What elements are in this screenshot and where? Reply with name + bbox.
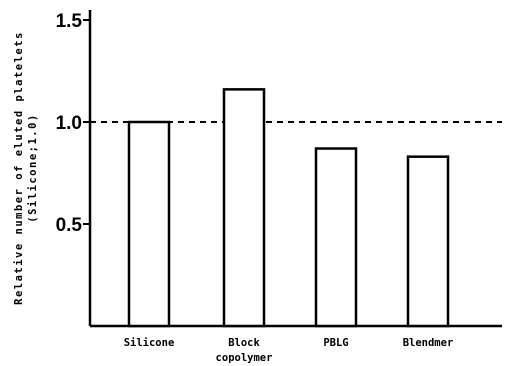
x-category-label: PBLG <box>323 337 348 349</box>
bar-blendmer <box>406 155 450 328</box>
bar-pblg <box>314 147 358 328</box>
x-category-label: Block <box>228 337 260 349</box>
bar-block-copolymer <box>222 88 266 328</box>
x-category-label: copolymer <box>216 352 273 364</box>
y-ticks-group: 0.5 1.0 1.5 <box>56 11 90 236</box>
y-tick-label: 1.0 <box>56 113 82 134</box>
y-axis-title-group: Relative number of eluted platelets (Sil… <box>13 31 39 305</box>
y-tick-label: 0.5 <box>56 215 83 236</box>
x-labels-group: Silicone Block copolymer PBLG Blendmer <box>124 337 454 364</box>
x-category-label: Blendmer <box>403 337 454 349</box>
y-tick-label: 1.5 <box>56 11 83 32</box>
bar-silicone <box>127 120 171 328</box>
bars-group <box>127 88 450 328</box>
y-axis-subtitle: (Silicone;1.0) <box>27 113 39 223</box>
y-axis-title: Relative number of eluted platelets <box>13 31 25 305</box>
x-category-label: Silicone <box>124 337 175 349</box>
